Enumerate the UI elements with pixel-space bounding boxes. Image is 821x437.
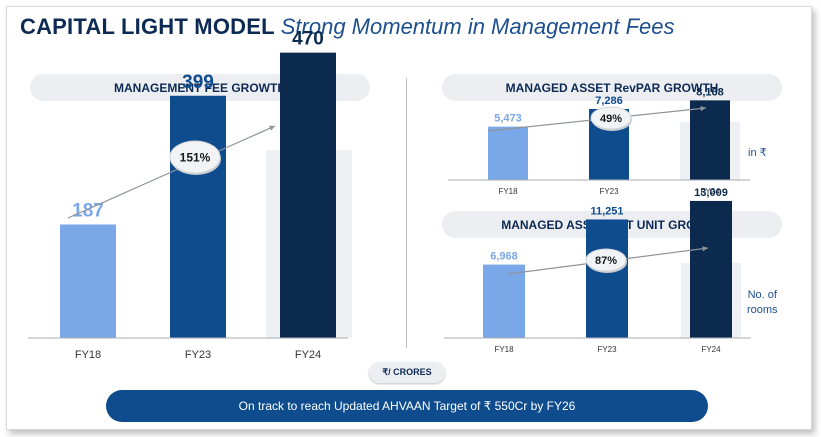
panel-divider: [406, 78, 407, 348]
units-growth-arrow-head: [702, 246, 708, 252]
units-category-label-fy23: FY23: [597, 345, 617, 354]
revpar-growth-badge-label: 49%: [600, 113, 622, 125]
fee-growth-badge: [169, 140, 221, 174]
fee-bar-fy18: [60, 224, 116, 338]
net-units-unit-note: No. of rooms: [747, 288, 778, 318]
units-growth-badge-label: 87%: [595, 255, 617, 267]
fee-bar-fy23: [170, 95, 226, 338]
units-category-label-fy24: FY24: [701, 345, 721, 354]
revpar-bar-fy18: [488, 126, 528, 180]
slide-title: CAPITAL LIGHT MODEL Strong Momentum in Ma…: [20, 14, 675, 40]
revpar-category-label-fy18: FY18: [498, 187, 518, 196]
fee-value-label-fy23: 399: [182, 72, 214, 93]
fee-growth-arrow-line: [67, 125, 276, 219]
revpar-category-label-fy23: FY23: [599, 187, 619, 196]
units-value-label-fy24: 13,009: [694, 187, 728, 199]
revpar-growth-badge: [590, 106, 632, 130]
fee-growth-badge-label: 151%: [180, 150, 211, 164]
net-units-unit-note-line: No. of: [747, 289, 777, 301]
fee-category-label-fy18: FY18: [75, 349, 101, 361]
revpar-bar-fy24: [690, 100, 730, 180]
revpar-category-label-fy24: FY24: [700, 187, 720, 196]
units-category-label-fy18: FY18: [494, 345, 514, 354]
units-value-label-fy18: 6,968: [490, 251, 518, 263]
units-bar-fy23: [586, 219, 628, 338]
target-banner: On track to reach Updated AHVAAN Target …: [106, 390, 708, 422]
units-growth-badge: [585, 248, 627, 272]
revpar-value-label-fy23: 7,286: [595, 95, 623, 107]
slide-title-main: CAPITAL LIGHT MODEL: [20, 14, 275, 39]
units-bar-fy24: [690, 200, 732, 338]
slide-title-sub: Strong Momentum in Management Fees: [280, 14, 675, 39]
revpar-growth-arrow-head: [700, 105, 706, 112]
net-units-unit-note-line: rooms: [747, 304, 778, 316]
fee-bar-fy24: [280, 52, 336, 339]
units-bar-fy18: [483, 264, 525, 338]
fee-category-label-fy23: FY23: [185, 349, 211, 361]
units-value-label-fy23: 11,251: [590, 205, 623, 217]
revpar-value-label-fy24: 8,168: [696, 86, 724, 98]
fee-growth-arrow-head: [269, 125, 275, 131]
revpar-unit-note: in ₹: [748, 147, 767, 159]
fee-value-label-fy24: 470: [292, 29, 324, 50]
chart-title-revpar: MANAGED ASSET RevPAR GROWTH: [442, 74, 782, 101]
revpar-value-label-fy18: 5,473: [494, 113, 522, 125]
units-pill: ₹/ CRORES: [369, 362, 445, 383]
fee-category-label-fy24: FY24: [295, 349, 321, 361]
